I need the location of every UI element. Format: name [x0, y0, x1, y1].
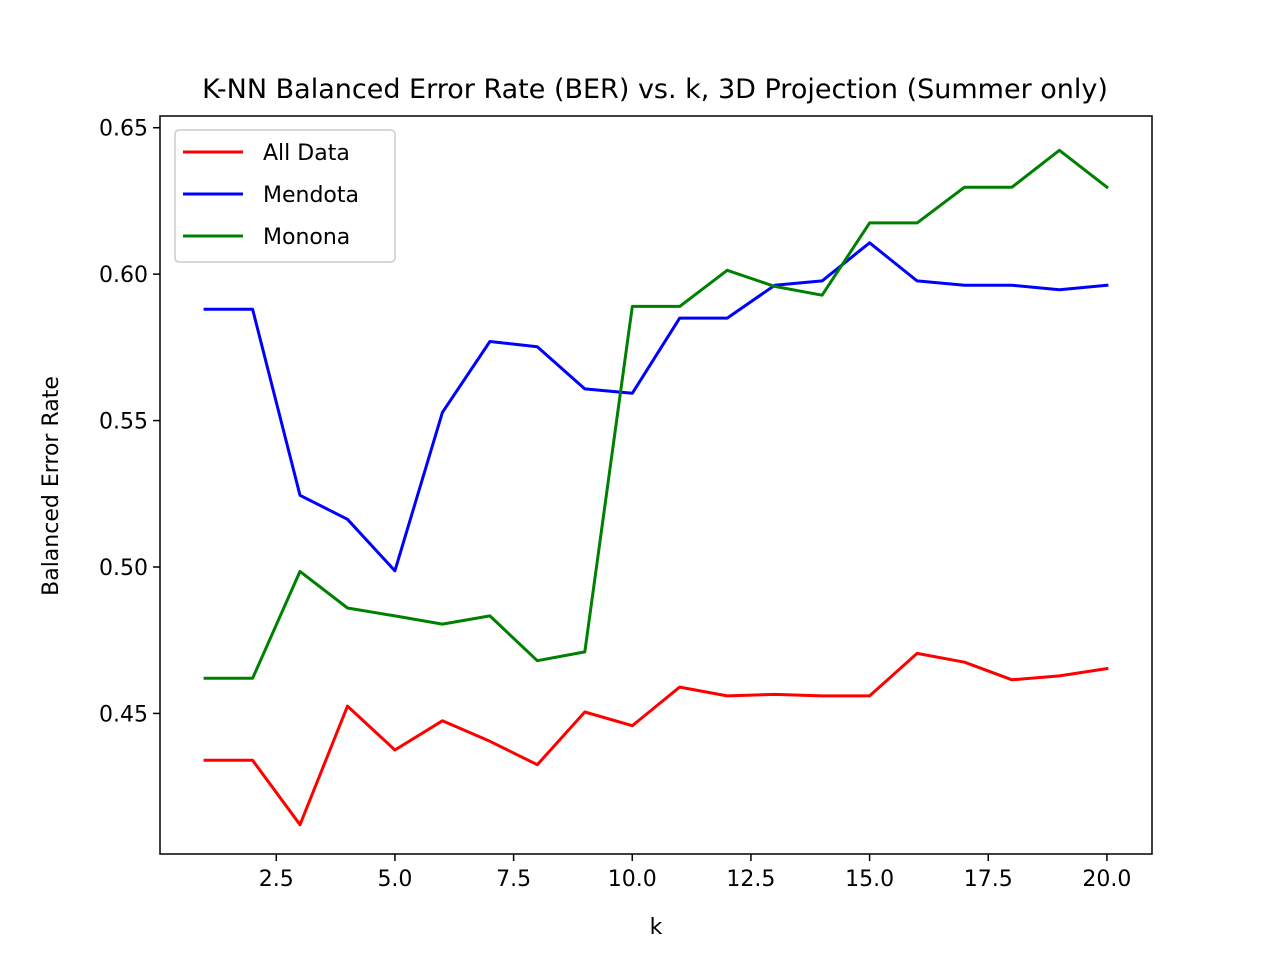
legend: All Data Mendota Monona: [174, 129, 396, 263]
series-line-monona: [203, 148, 1110, 680]
legend-label-all-data: All Data: [263, 141, 350, 166]
y-tick-label: 0.45: [99, 702, 148, 727]
axes-frame: [159, 115, 1153, 855]
legend-box: [174, 129, 396, 263]
series-layer: [203, 148, 1110, 827]
x-tick-label: 20.0: [1082, 867, 1131, 892]
x-tick-label: 15.0: [845, 867, 894, 892]
y-tick-label: 0.50: [99, 556, 148, 581]
x-tick-label: 5.0: [377, 867, 412, 892]
x-tick-label: 7.5: [496, 867, 531, 892]
legend-label-monona: Monona: [263, 225, 350, 250]
y-axis-ticks: 0.45 0.50 0.55 0.60 0.65: [99, 117, 160, 727]
x-axis-label: k: [650, 915, 663, 940]
x-axis-ticks: 2.5 5.0 7.5 10.0 12.5 15.0 17.5 20.0: [259, 854, 1131, 892]
x-tick-label: 10.0: [608, 867, 657, 892]
x-tick-label: 12.5: [726, 867, 775, 892]
y-axis-label: Balanced Error Rate: [39, 376, 64, 596]
x-tick-label: 2.5: [259, 867, 294, 892]
chart-title: K-NN Balanced Error Rate (BER) vs. k, 3D…: [202, 74, 1108, 105]
series-line-all-data: [203, 651, 1109, 827]
x-tick-label: 17.5: [964, 867, 1013, 892]
legend-label-mendota: Mendota: [263, 183, 359, 208]
y-tick-label: 0.65: [99, 117, 148, 142]
y-tick-label: 0.55: [99, 410, 148, 435]
y-tick-label: 0.60: [99, 263, 148, 288]
series-line-mendota: [203, 241, 1109, 573]
